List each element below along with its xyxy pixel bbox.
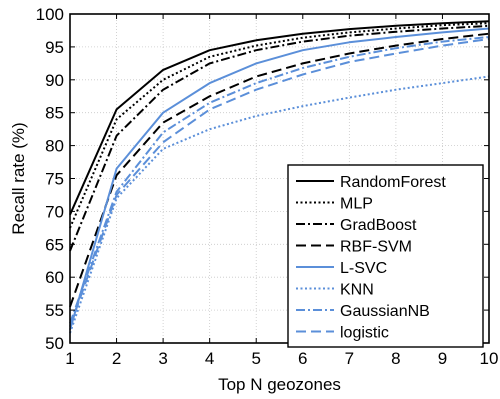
x-tick-label: 2 bbox=[112, 349, 121, 368]
legend-label: GradBoost bbox=[340, 217, 417, 234]
y-tick-label: 50 bbox=[45, 334, 64, 353]
y-tick-label: 70 bbox=[45, 202, 64, 221]
series-line-logistic bbox=[69, 38, 490, 327]
x-tick-label: 3 bbox=[158, 349, 167, 368]
x-tick-label: 8 bbox=[391, 349, 400, 368]
series-line-rbf-svm bbox=[69, 32, 490, 308]
legend-label: RBF-SVM bbox=[340, 239, 412, 256]
legend-label: MLP bbox=[340, 196, 373, 213]
y-tick-label: 95 bbox=[45, 38, 64, 57]
legend: RandomForest MLP GradBoost RBF-SVM L-SVC KNN G… bbox=[287, 164, 484, 348]
axis-ticks: 1 2 3 4 5 6 7 8 9 10 50 55 60 65 70 75 80 85 90 95 100 bbox=[36, 5, 499, 368]
y-tick-label: 75 bbox=[45, 170, 64, 189]
x-tick-label: 1 bbox=[65, 349, 74, 368]
x-tick-label: 10 bbox=[480, 349, 499, 368]
legend-label: KNN bbox=[340, 282, 374, 299]
legend-label: L-SVC bbox=[340, 260, 387, 277]
legend-label: logistic bbox=[340, 325, 389, 342]
x-tick-label: 7 bbox=[345, 349, 354, 368]
series-line-mlp bbox=[69, 22, 490, 229]
y-tick-label: 85 bbox=[45, 104, 64, 123]
x-tick-label: 6 bbox=[298, 349, 307, 368]
y-tick-label: 65 bbox=[45, 235, 64, 254]
y-axis-title: Recall rate (%) bbox=[9, 122, 28, 234]
legend-box bbox=[287, 164, 484, 348]
y-tick-label: 60 bbox=[45, 268, 64, 287]
x-tick-label: 5 bbox=[251, 349, 260, 368]
series-line-gaussiannb bbox=[69, 36, 490, 324]
legend-label: GaussianNB bbox=[340, 303, 430, 320]
series-lines bbox=[69, 20, 490, 334]
x-tick-label: 4 bbox=[205, 349, 214, 368]
y-tick-label: 100 bbox=[36, 5, 64, 24]
series-line-knn bbox=[69, 75, 490, 334]
series-line-gradboost bbox=[69, 24, 490, 252]
x-axis-title: Top N geozones bbox=[218, 375, 341, 394]
legend-label: RandomForest bbox=[340, 174, 446, 191]
series-line-l-svc bbox=[69, 27, 490, 331]
y-tick-label: 80 bbox=[45, 137, 64, 156]
y-tick-label: 90 bbox=[45, 71, 64, 90]
series-line-randomforest bbox=[69, 20, 490, 216]
y-tick-label: 55 bbox=[45, 301, 64, 320]
x-tick-label: 9 bbox=[438, 349, 447, 368]
